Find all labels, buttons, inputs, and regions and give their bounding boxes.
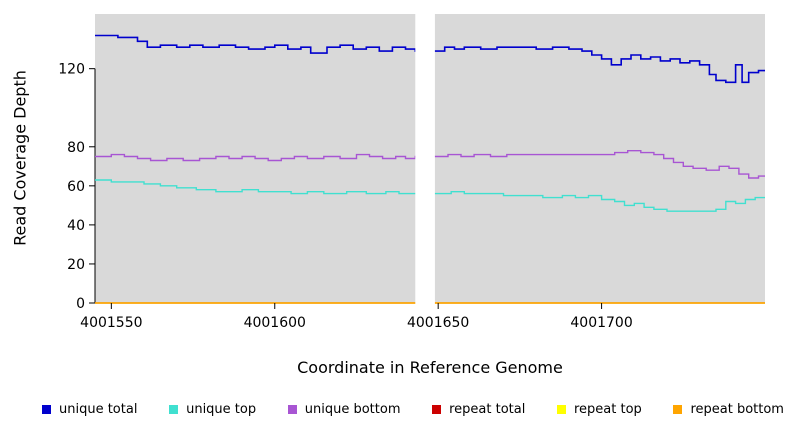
legend-item-unique-total: unique total: [42, 402, 137, 417]
no-data-gap: [415, 13, 435, 305]
series-line-unique-top: [95, 179, 765, 212]
legend-item-unique-top: unique top: [169, 402, 256, 417]
y-tick-label: 20: [67, 257, 85, 273]
legend-label: repeat top: [574, 402, 642, 417]
y-tick-label: 60: [67, 179, 85, 195]
y-tick-label: 40: [67, 218, 85, 234]
legend-swatch: [557, 405, 566, 414]
y-tick-label: 120: [58, 62, 85, 78]
legend-item-repeat-top: repeat top: [557, 402, 642, 417]
legend-swatch: [287, 405, 297, 414]
x-tick-label: 4001650: [407, 315, 469, 331]
series-line-unique-total: [95, 34, 765, 84]
plot-area: 0 20 40 60 80 120 4001550 4001600 4001650 4001700: [58, 13, 765, 331]
legend-swatch: [673, 405, 683, 414]
x-axis-label: Coordinate in Reference Genome: [297, 358, 563, 377]
legend-item-repeat-total: repeat total: [432, 402, 525, 417]
legend-item-repeat-bottom: repeat bottom: [673, 402, 784, 417]
x-tick-label: 4001700: [570, 315, 632, 331]
legend-swatch: [169, 405, 179, 414]
legend: unique total unique top unique bottom repea…: [42, 402, 784, 417]
legend-label: repeat total: [449, 402, 526, 417]
legend-swatch: [432, 405, 442, 414]
legend-label: unique bottom: [304, 402, 401, 417]
legend-item-unique-bottom: unique bottom: [287, 402, 401, 417]
y-axis-label: Read Coverage Depth: [10, 70, 30, 246]
y-tick-label: 0: [76, 296, 85, 312]
x-tick-label: 4001600: [244, 315, 306, 331]
x-tick-label: 4001550: [80, 315, 142, 331]
legend-label: repeat bottom: [690, 402, 784, 417]
legend-swatch: [42, 405, 51, 414]
legend-label: unique top: [186, 402, 257, 417]
legend-label: unique total: [59, 402, 138, 417]
y-tick-label: 80: [67, 140, 85, 156]
